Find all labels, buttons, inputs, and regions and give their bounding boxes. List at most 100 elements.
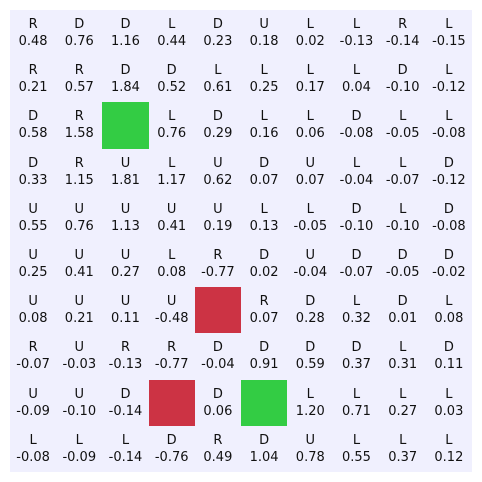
cell-action-label: L — [352, 17, 361, 33]
cell-action-label: L — [445, 17, 453, 33]
cell-action-label: U — [213, 155, 223, 171]
cell-value-label: -0.05 — [293, 218, 328, 234]
grid-cell: L -0.13 — [333, 10, 379, 56]
cell-value-label: 0.61 — [203, 80, 233, 96]
cell-action-label: R — [259, 294, 269, 310]
cell-value-label: -0.08 — [432, 218, 466, 234]
cell-action-label: U — [28, 201, 38, 217]
cell-action-label: L — [445, 294, 453, 310]
cell-value-label: 1.15 — [64, 172, 94, 188]
grid-cell: R 0.49 — [195, 426, 241, 472]
cell-action-label: D — [443, 340, 454, 356]
grid-cell: U -0.04 — [287, 241, 333, 287]
cell-value-label: 0.31 — [388, 357, 418, 373]
cell-value-label: -0.10 — [62, 403, 97, 419]
grid-cell: D -0.76 — [149, 426, 195, 472]
cell-action-label: L — [168, 155, 176, 171]
cell-value-label: 0.48 — [18, 34, 48, 50]
cell-value-label: 0.41 — [157, 218, 187, 234]
cell-action-label: D — [443, 201, 454, 217]
grid-cell: D 0.52 — [149, 56, 195, 102]
cell-action-label: R — [398, 17, 408, 33]
cell-value-label: -0.09 — [62, 449, 97, 465]
grid-cell: D 0.37 — [333, 333, 379, 379]
grid-cell: D -0.14 — [102, 380, 148, 426]
cell-value-label: 0.16 — [249, 126, 279, 142]
cell-action-label: D — [305, 294, 316, 310]
cell-action-label: D — [212, 17, 223, 33]
cell-action-label: D — [28, 155, 39, 171]
cell-value-label: -0.76 — [154, 449, 189, 465]
cell-value-label: 0.71 — [342, 403, 371, 419]
grid-cell: L -0.14 — [102, 426, 148, 472]
cell-action-label: D — [397, 294, 408, 310]
cell-value-label: 0.21 — [64, 311, 94, 327]
cell-action-label: U — [74, 340, 85, 356]
cell-action-label: L — [306, 386, 314, 402]
cell-value-label: -0.04 — [339, 172, 374, 188]
cell-value-label: 0.07 — [249, 172, 279, 188]
cell-action-label: D — [74, 17, 85, 33]
cell-action-label: U — [74, 294, 85, 310]
cell-value-label: 0.27 — [388, 403, 418, 419]
cell-value-label: -0.12 — [432, 172, 466, 188]
cell-value-label: -0.09 — [16, 403, 50, 419]
gridworld-board: R 0.48 D 0.76 D 1.16 L 0.44 D 0.23 U 0.18 L 0.02 L -0.1… — [10, 10, 472, 472]
cell-value-label: 0.11 — [111, 311, 140, 327]
grid-cell: L -0.12 — [426, 56, 472, 102]
cell-value-label: 0.59 — [295, 357, 325, 373]
cell-value-label: 0.27 — [111, 265, 140, 281]
grid-cell: L 0.31 — [380, 333, 426, 379]
grid-cell: R 0.21 — [10, 56, 56, 102]
cell-action-label: D — [259, 432, 270, 448]
grid-cell: U 0.76 — [56, 195, 102, 241]
cell-action-label: R — [213, 248, 223, 264]
cell-value-label: 1.84 — [111, 80, 140, 96]
cell-action-label: L — [445, 109, 453, 125]
cell-value-label: -0.05 — [385, 126, 420, 142]
grid-cell: U 0.07 — [287, 149, 333, 195]
grid-cell: D -0.12 — [426, 149, 472, 195]
cell-value-label: 1.58 — [64, 126, 94, 142]
cell-action-label: L — [399, 109, 407, 125]
cell-value-label: 0.49 — [203, 449, 233, 465]
goal-cell — [102, 102, 149, 149]
cell-value-label: 0.55 — [342, 449, 371, 465]
cell-action-label: L — [260, 109, 268, 125]
grid-cell: U -0.10 — [56, 380, 102, 426]
cell-value-label: 0.07 — [249, 311, 279, 327]
grid-cell: D 0.76 — [56, 10, 102, 56]
cell-value-label: 0.25 — [18, 265, 48, 281]
grid-cell: D 0.06 — [195, 380, 241, 426]
cell-action-label: D — [120, 386, 131, 402]
grid-cell: D 0.11 — [426, 333, 472, 379]
cell-action-label: L — [352, 155, 361, 171]
grid-cell: U 1.13 — [102, 195, 148, 241]
cell-value-label: 1.16 — [111, 34, 140, 50]
cell-action-label: R — [74, 109, 84, 125]
cell-action-label: D — [259, 340, 270, 356]
cell-action-label: L — [352, 386, 361, 402]
cell-value-label: -0.08 — [16, 449, 50, 465]
cell-action-label: L — [445, 63, 453, 79]
grid-cell: R -0.14 — [380, 10, 426, 56]
cell-value-label: 0.06 — [203, 403, 233, 419]
grid-cell: D -0.08 — [333, 102, 379, 148]
cell-action-label: L — [352, 432, 361, 448]
cell-value-label: 0.76 — [64, 34, 94, 50]
grid-cell: D 0.58 — [10, 102, 56, 148]
cell-value-label: -0.77 — [201, 265, 235, 281]
cell-value-label: -0.07 — [339, 265, 374, 281]
cell-action-label: L — [260, 63, 268, 79]
cell-action-label: U — [305, 432, 316, 448]
grid-cell: R 0.07 — [241, 287, 287, 333]
cell-action-label: L — [306, 17, 314, 33]
grid-cell: L 0.32 — [333, 287, 379, 333]
cell-value-label: -0.05 — [385, 265, 420, 281]
grid-cell: L -0.05 — [287, 195, 333, 241]
cell-value-label: 0.06 — [295, 126, 325, 142]
grid-cell: L 0.08 — [149, 241, 195, 287]
cell-value-label: -0.02 — [432, 265, 466, 281]
cell-action-label: U — [305, 248, 316, 264]
cell-action-label: U — [74, 386, 85, 402]
